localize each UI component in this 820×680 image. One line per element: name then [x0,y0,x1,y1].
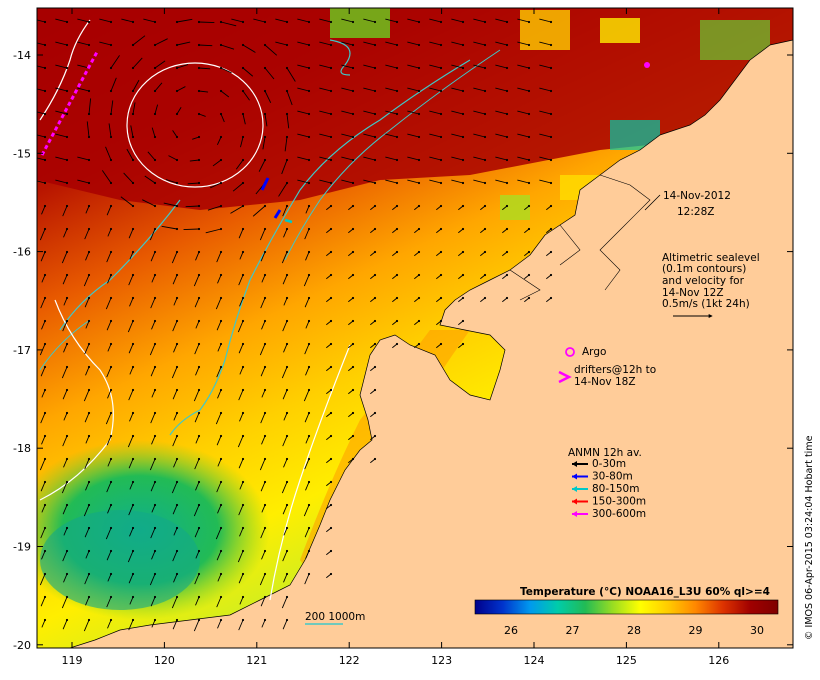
drifters-label-0: drifters@12h to [574,364,656,376]
colorbar-tick-label: 30 [750,624,764,637]
colorbar-tick-label: 27 [566,624,580,637]
anmn-legend-label: 30-80m [592,471,633,483]
colorbar-gradient [474,599,779,615]
x-tick-label: 120 [154,654,175,667]
argo-label: Argo [582,346,606,358]
altimetry-line-4: 0.5m/s (1kt 24h) [662,298,750,310]
colorbar-title: Temperature (°C) NOAA16_L3U 60% ql>=4 [520,586,770,598]
anmn-legend-label: 80-150m [592,483,639,495]
altimetry-line-1: (0.1m contours) [662,263,746,275]
land-mass [69,39,793,648]
sealevel-contour-west [39,19,91,121]
x-tick-label: 121 [246,654,267,667]
warm-water-region [37,8,793,210]
map-date: 14-Nov-2012 [663,190,731,202]
plot-area [37,8,793,648]
cool-water-core [40,510,200,610]
anmn-title: ANMN 12h av. [568,447,642,459]
anmn-legend-label: 300-600m [592,508,646,520]
drifter-symbol [558,370,572,384]
x-tick-label: 122 [339,654,360,667]
anmn-legend-label: 0-30m [592,458,626,470]
sealevel-contour-south [39,299,114,501]
anmn-legend-label: 150-300m [592,496,646,508]
altimetry-line-2: and velocity for [662,275,745,287]
altimetry-note: Altimetric sealevel (0.1m contours) and … [662,252,760,318]
colorbar-tick-label: 28 [627,624,641,637]
contour-legend-label: 200 1000m [305,611,365,623]
y-tick-label: -20 [13,639,31,652]
y-tick-label: -17 [13,344,31,357]
colorbar-tick-label: 26 [504,624,518,637]
sealevel-contour-eddy [126,62,264,188]
drifter-cyan [284,218,293,224]
x-tick-label: 126 [708,654,729,667]
colorbar-tick-label: 29 [689,624,703,637]
coastline-detail [509,174,651,301]
map-time: 12:28Z [677,206,714,218]
velocity-arrows [37,18,553,632]
y-tick-label: -19 [13,541,31,554]
bathymetry-contour-1000m [39,49,501,371]
x-tick-label: 123 [431,654,452,667]
plot-frame [36,7,794,649]
altimetry-line-3: 14-Nov 12Z [662,287,724,299]
x-tick-label: 119 [62,654,83,667]
y-tick-label: -16 [13,246,31,259]
drifter-blue [260,177,282,219]
x-tick-label: 125 [616,654,637,667]
x-axis: 119 120 121 122 123 124 125 126 [62,8,729,667]
y-axis: -14 -15 -16 -17 -18 -19 -20 [13,49,793,652]
x-tick-label: 124 [524,654,545,667]
y-tick-label: -18 [13,442,31,455]
drifters-label-1: 14-Nov 18Z [574,376,636,388]
argo-symbol [565,347,575,357]
y-tick-label: -15 [13,147,31,160]
sealevel-contour-coast [269,344,351,601]
y-tick-label: -14 [13,49,31,62]
altimetry-line-0: Altimetric sealevel [662,252,760,264]
bathymetry-contour-200m [59,39,471,436]
colorbar: Temperature (°C) NOAA16_L3U 60% ql>=4 26… [474,586,779,637]
drifter-marker-ne [644,62,650,68]
credit: © IMOS 06-Apr-2015 03:24:04 Hobart time [804,435,815,640]
date-pointer [644,194,661,211]
drifter-track-magenta [40,51,99,156]
colorbar-ticks: 26 27 28 29 30 [504,624,764,637]
